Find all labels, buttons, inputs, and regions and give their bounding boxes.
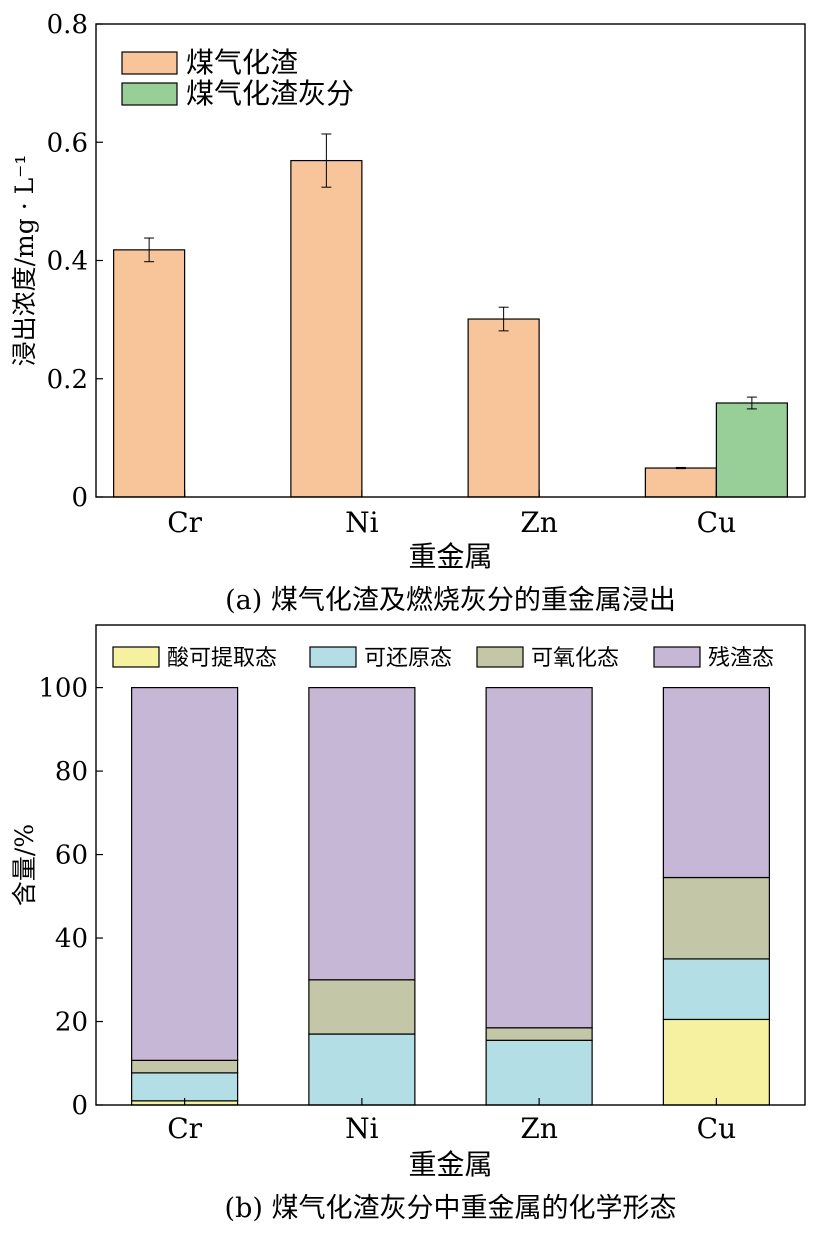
- chart-a-caption: (a) 煤气化渣及燃烧灰分的重金属浸出: [225, 585, 676, 616]
- bar-segment-ni-series-3: [308, 687, 416, 981]
- chart-b-legend: 酸可提取态 可还原态 可氧化态 残渣态: [112, 646, 774, 671]
- bar-segment-ni-series-2: [308, 979, 416, 1035]
- bar-segment-cu-series-1: [662, 958, 770, 1021]
- error-bar-cu-series-0: [675, 466, 686, 470]
- bar-segment-cu-series-0: [662, 1018, 770, 1106]
- legend-label-0: 酸可提取态: [167, 646, 277, 671]
- bar-segment-zn-series-2: [485, 1027, 593, 1041]
- chart-b-bars: [131, 687, 770, 1106]
- bar-segment-cr-series-2: [131, 1059, 239, 1074]
- chart-a-y-axis-label: 浸出浓度/mg · L⁻¹: [10, 155, 39, 367]
- legend-label-3: 残渣态: [708, 646, 774, 671]
- x-tick-label-cr: Cr: [167, 506, 202, 539]
- bar-segment-cr-series-3: [131, 687, 239, 1061]
- error-bar-cu-series-1: [746, 396, 757, 410]
- y-tick-label: 0: [71, 1091, 88, 1121]
- y-tick-label: 0.8: [47, 10, 88, 40]
- error-bar-cr-series-0: [144, 237, 155, 263]
- x-tick-label-zn: Zn: [520, 506, 558, 539]
- chart-b-x-axis-label: 重金属: [408, 1148, 492, 1181]
- chart-a-x-ticks: Cr Ni Zn Cu: [167, 490, 736, 539]
- legend-swatch-0: [121, 51, 178, 75]
- y-tick-label: 60: [55, 841, 88, 871]
- error-bar-ni-series-0: [321, 133, 332, 188]
- x-tick-label-ni: Ni: [345, 1112, 379, 1145]
- chart-b-x-ticks: Cr Ni Zn Cu: [167, 1098, 736, 1145]
- bar-segment-cu-series-2: [662, 876, 770, 960]
- x-tick-label-cu: Cu: [697, 506, 736, 539]
- legend-swatch-1: [121, 82, 178, 106]
- x-tick-label-cu: Cu: [697, 1112, 736, 1145]
- error-bar-zn-series-0: [498, 306, 509, 332]
- bar-segment-cr-series-1: [131, 1072, 239, 1102]
- legend-swatch-1: [309, 646, 357, 668]
- legend-label-1: 可还原态: [364, 646, 452, 671]
- chart-b-y-axis-label: 含量/%: [10, 824, 39, 906]
- y-tick-label: 80: [55, 757, 88, 787]
- bar-zn-series-0: [467, 318, 540, 498]
- y-tick-label: 0.4: [47, 247, 88, 277]
- chart-a-y-ticks: 0 0.2 0.4 0.6 0.8: [47, 10, 103, 513]
- bar-segment-zn-series-3: [485, 687, 593, 1029]
- chart-b-caption: (b) 煤气化渣灰分中重金属的化学形态: [225, 1193, 677, 1224]
- y-tick-label: 0.6: [47, 128, 88, 158]
- chart-a-bars: [113, 159, 788, 498]
- bar-cr-series-0: [113, 249, 186, 498]
- legend-swatch-0: [112, 646, 160, 668]
- chart-a-error-bars: [144, 133, 757, 470]
- chart-b-plot-frame: [95, 624, 806, 1106]
- x-tick-label-zn: Zn: [520, 1112, 558, 1145]
- bar-cu-series-0: [644, 467, 717, 498]
- bar-cu-series-1: [715, 402, 788, 498]
- legend-swatch-2: [476, 646, 524, 668]
- chart-b-chemical-forms: 0 20 40 60 80 100 Cr Ni Zn Cu 酸可提取态 可还原态 可氧化态 残渣态 含…: [10, 624, 806, 1224]
- y-tick-label: 0.2: [47, 365, 88, 395]
- y-tick-label: 20: [55, 1008, 88, 1038]
- chart-a-x-axis-label: 重金属: [408, 540, 492, 573]
- legend-swatch-3: [653, 646, 701, 668]
- x-tick-label-cr: Cr: [167, 1112, 202, 1145]
- legend-label-1: 煤气化渣灰分: [186, 77, 354, 110]
- bar-segment-cu-series-3: [662, 687, 770, 879]
- x-tick-label-ni: Ni: [345, 506, 379, 539]
- bar-segment-zn-series-1: [485, 1039, 593, 1106]
- legend-label-0: 煤气化渣: [186, 46, 298, 79]
- bar-ni-series-0: [290, 159, 363, 498]
- chart-b-y-ticks: 0 20 40 60 80 100: [38, 674, 103, 1121]
- y-tick-label: 0: [71, 483, 88, 513]
- y-tick-label: 40: [55, 924, 88, 954]
- bar-segment-ni-series-1: [308, 1033, 416, 1106]
- legend-label-2: 可氧化态: [531, 646, 619, 671]
- y-tick-label: 100: [38, 674, 88, 704]
